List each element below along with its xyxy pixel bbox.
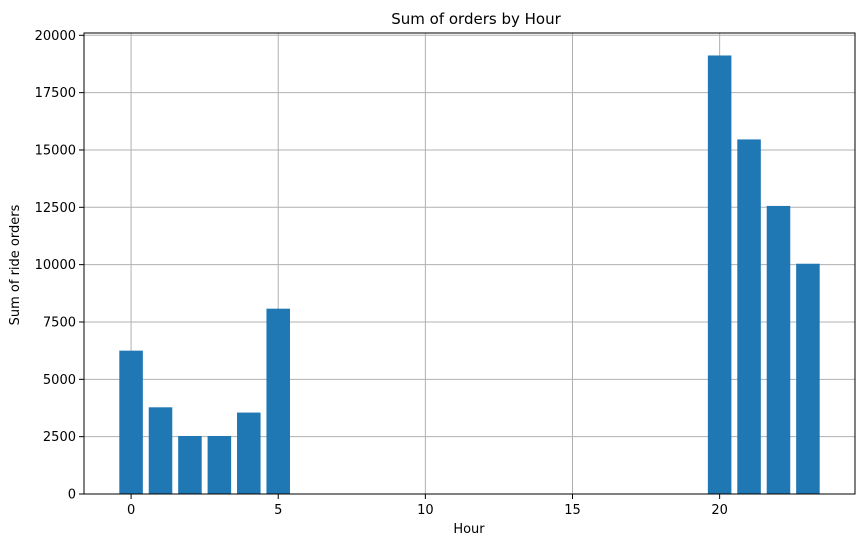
- x-ticks: 0 5 10 15 20: [127, 494, 728, 518]
- bar-hour-20: [707, 55, 732, 494]
- bar-hour-23: [796, 263, 820, 494]
- bar-hour-0: [119, 350, 143, 494]
- bar-hour-21: [737, 139, 761, 494]
- y-tick-label: 0: [68, 488, 76, 503]
- bar-hour-2: [178, 435, 202, 494]
- plot-frame: [83, 32, 856, 495]
- x-tick-label: 0: [127, 503, 135, 518]
- y-axis-label: Sum of ride orders: [8, 204, 23, 325]
- y-tick-label: 17500: [35, 86, 76, 101]
- y-tick-label: 20000: [35, 29, 76, 44]
- y-tick-label: 7500: [43, 315, 76, 330]
- bar-hour-4: [237, 412, 261, 494]
- x-tick-label: 5: [274, 503, 282, 518]
- y-tick-label: 10000: [35, 258, 76, 273]
- chart-title: Sum of orders by Hour: [391, 10, 561, 28]
- x-axis-label: Hour: [453, 522, 485, 537]
- bar-hour-3: [207, 435, 232, 494]
- bar-hour-22: [766, 205, 791, 494]
- bar-hour-5: [266, 308, 290, 494]
- y-tick-label: 2500: [43, 430, 76, 445]
- bars: [119, 55, 820, 494]
- y-tick-label: 12500: [35, 201, 76, 216]
- y-ticks: 0 2500 5000 7500 10000 12500 15000 17500 20000: [35, 29, 84, 503]
- y-tick-label: 15000: [35, 143, 76, 158]
- x-tick-label: 10: [417, 503, 434, 518]
- x-tick-label: 20: [711, 503, 728, 518]
- y-tick-label: 5000: [43, 373, 76, 388]
- x-tick-label: 15: [564, 503, 581, 518]
- bar-hour-1: [148, 407, 173, 494]
